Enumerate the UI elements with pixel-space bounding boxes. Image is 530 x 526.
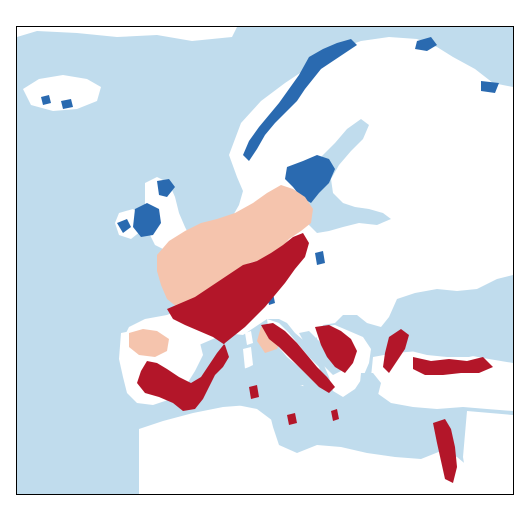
inland-seas	[187, 119, 493, 449]
red-regions	[137, 233, 493, 483]
europe-map	[17, 27, 513, 494]
map-frame	[16, 26, 514, 495]
